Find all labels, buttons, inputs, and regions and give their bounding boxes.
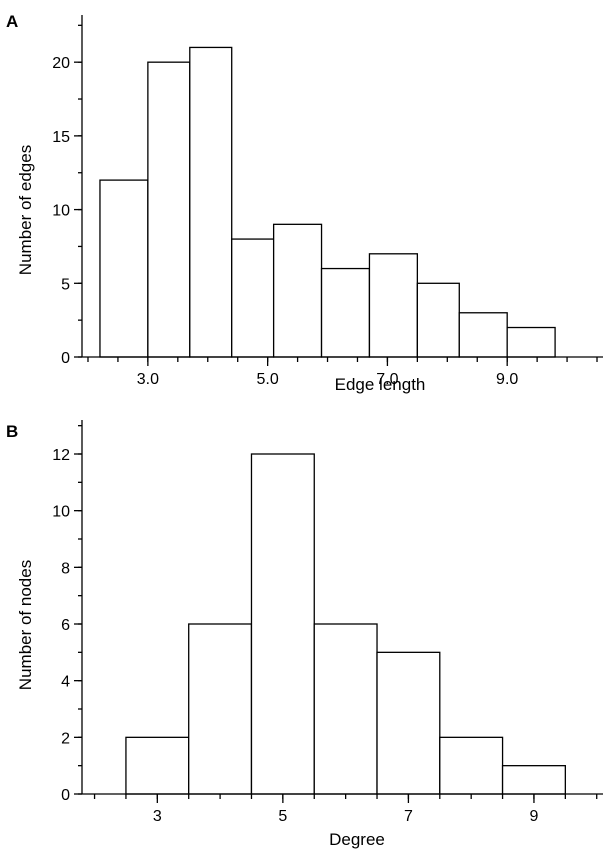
histogram-bar: [458, 312, 508, 358]
histogram-bar: [125, 736, 190, 795]
histogram-bar: [368, 253, 419, 358]
y-tick-label: 15: [52, 129, 70, 146]
panel-label-a: A: [6, 12, 18, 31]
bars-group: [99, 46, 556, 358]
degree-histogram: B 0 2 4 6 8 10 12 3 5 7 9 Degree Number of nodes: [6, 420, 603, 849]
y-tick-label: 8: [61, 560, 70, 577]
bars-group: [125, 453, 566, 795]
y-axis-label: Number of edges: [16, 145, 35, 275]
x-tick-label: 5: [278, 808, 287, 825]
x-tick-label: 3: [153, 808, 162, 825]
x-axis-label: Edge length: [335, 375, 426, 394]
histogram-bar: [439, 736, 504, 795]
histogram-bar: [501, 765, 566, 795]
axes-group: 0 2 4 6 8 10 12 3 5 7 9: [52, 420, 603, 825]
x-tick-label: 7.0: [376, 371, 398, 388]
y-tick-label: 20: [52, 55, 70, 72]
axes-group: 0 5 10 15 20 3.0 5.0 7.0 9.0: [52, 15, 603, 388]
histogram-bar: [99, 179, 149, 358]
y-tick-label: 4: [61, 674, 70, 691]
y-tick-label: 6: [61, 617, 70, 634]
y-tick-label: 0: [61, 787, 70, 804]
histogram-bar: [272, 223, 323, 358]
panel-label-b: B: [6, 422, 18, 441]
x-tick-label: 5.0: [257, 371, 279, 388]
x-tick-label: 3.0: [137, 371, 159, 388]
histogram-bar: [320, 267, 371, 358]
histogram-bar: [188, 623, 253, 795]
y-tick-label: 10: [52, 203, 70, 220]
histogram-bar: [147, 61, 191, 358]
y-axis-label: Number of nodes: [16, 560, 35, 690]
y-tick-label: 0: [61, 350, 70, 367]
y-tick-label: 12: [52, 447, 70, 464]
histogram-bar: [313, 623, 378, 795]
histogram-bar: [376, 651, 441, 795]
x-tick-label: 7: [404, 808, 413, 825]
x-axis-label: Degree: [329, 830, 385, 849]
y-tick-label: 10: [52, 504, 70, 521]
histogram-panel-a: A 0 5 10 15 20 3.0 5.0 7.0 9.0 Edge length Numbe…: [0, 0, 605, 412]
edge-length-histogram: A 0 5 10 15 20 3.0 5.0 7.0 9.0 Edge length Numbe…: [6, 12, 603, 394]
histogram-bar: [250, 453, 315, 795]
histogram-bar: [189, 46, 233, 358]
x-tick-label: 9.0: [496, 371, 518, 388]
y-tick-label: 2: [61, 730, 70, 747]
histogram-bar: [506, 326, 556, 358]
histogram-panel-b: B 0 2 4 6 8 10 12 3 5 7 9 Degree Number of nodes: [0, 412, 605, 851]
histogram-bar: [231, 238, 275, 358]
y-tick-label: 5: [61, 276, 70, 293]
x-tick-label: 9: [529, 808, 538, 825]
histogram-bar: [416, 282, 460, 358]
